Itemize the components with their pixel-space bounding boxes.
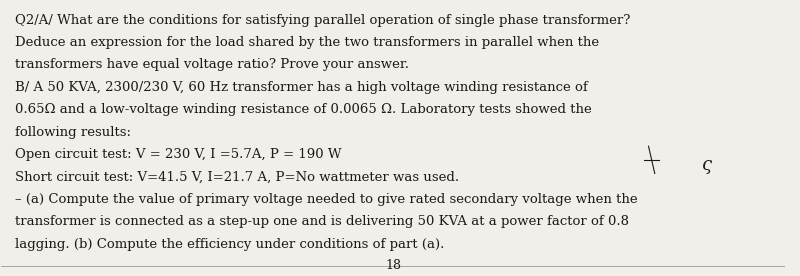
Text: ς: ς — [701, 156, 711, 174]
Text: 0.65Ω and a low-voltage winding resistance of 0.0065 Ω. Laboratory tests showed : 0.65Ω and a low-voltage winding resistan… — [15, 103, 592, 116]
Text: following results:: following results: — [15, 126, 131, 139]
Text: – (a) Compute the value of primary voltage needed to give rated secondary voltag: – (a) Compute the value of primary volta… — [15, 193, 638, 206]
Text: Q2/A/ What are the conditions for satisfying parallel operation of single phase : Q2/A/ What are the conditions for satisf… — [15, 14, 631, 27]
Text: transformers have equal voltage ratio? Prove your answer.: transformers have equal voltage ratio? P… — [15, 59, 410, 71]
Text: 18: 18 — [385, 259, 401, 272]
Text: Open circuit test: V = 230 V, I =5.7A, P = 190 W: Open circuit test: V = 230 V, I =5.7A, P… — [15, 148, 342, 161]
Text: Deduce an expression for the load shared by the two transformers in parallel whe: Deduce an expression for the load shared… — [15, 36, 600, 49]
Text: B/ A 50 KVA, 2300/230 V, 60 Hz transformer has a high voltage winding resistance: B/ A 50 KVA, 2300/230 V, 60 Hz transform… — [15, 81, 588, 94]
Text: transformer is connected as a step-up one and is delivering 50 KVA at a power fa: transformer is connected as a step-up on… — [15, 215, 630, 228]
Text: lagging. (b) Compute the efficiency under conditions of part (a).: lagging. (b) Compute the efficiency unde… — [15, 238, 445, 251]
Text: Short circuit test: V=41.5 V, I=21.7 A, P=No wattmeter was used.: Short circuit test: V=41.5 V, I=21.7 A, … — [15, 171, 460, 184]
